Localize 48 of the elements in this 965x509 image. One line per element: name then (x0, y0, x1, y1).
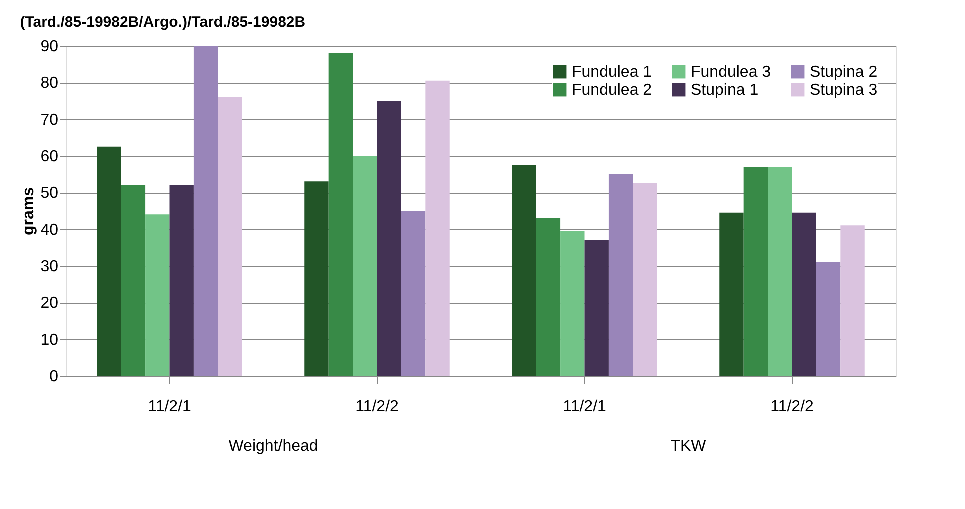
bar (584, 240, 609, 376)
bar (328, 53, 354, 376)
x-tick-label: 11/2/2 (770, 398, 814, 416)
bar (720, 212, 744, 376)
bar (633, 184, 658, 376)
legend-label: Fundulea 2 (572, 82, 652, 99)
y-tick-label: 20 (40, 295, 59, 312)
bar (401, 211, 426, 376)
bar (608, 174, 634, 376)
bar (146, 214, 170, 376)
text: Weight/head (228, 438, 318, 455)
y-tick-label: 10 (40, 332, 59, 349)
x-tick-label: 11/2/1 (563, 398, 606, 416)
bar (170, 185, 194, 376)
bar (816, 262, 841, 376)
y-tick-label: 0 (50, 368, 59, 386)
y-tick-label: 50 (40, 185, 59, 202)
bar (353, 156, 378, 376)
y-tick-label: 80 (40, 75, 59, 92)
x-tick-label: 11/2/2 (356, 398, 399, 416)
legend-label: Stupina 2 (810, 64, 878, 81)
bar (97, 146, 122, 376)
y-tick-label: 70 (40, 112, 59, 129)
chart-title: (Tard./85-19982B/Argo.)/Tard./85-19982B (20, 14, 306, 31)
y-tick-label: 40 (40, 222, 59, 239)
bar (768, 167, 792, 376)
y-tick-label: 60 (40, 148, 59, 166)
bar (218, 97, 242, 376)
bar (536, 218, 561, 376)
bar (744, 167, 768, 376)
bar (426, 80, 450, 376)
bar (560, 231, 585, 376)
y-tick-label: 90 (40, 38, 59, 56)
text: TKW (670, 438, 708, 455)
bar (792, 212, 816, 376)
y-axis-title: grams (20, 187, 38, 236)
legend-label: Stupina 3 (810, 82, 878, 99)
bar (377, 101, 402, 376)
bar (840, 226, 865, 376)
y-tick-label: 30 (40, 258, 59, 276)
legend-label: Fundulea 1 (572, 64, 652, 81)
bar (194, 46, 218, 376)
bar (304, 182, 329, 376)
legend-label: Fundulea 3 (691, 64, 772, 81)
legend-label: Stupina 1 (691, 82, 759, 99)
bar (512, 165, 536, 376)
x-tick-label: 11/2/1 (148, 398, 192, 416)
bar (121, 185, 146, 376)
